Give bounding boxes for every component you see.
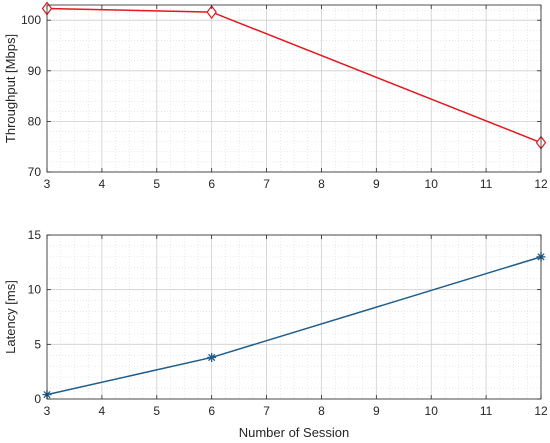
x-tick-label: 3 (44, 177, 51, 191)
x-tick-label: 5 (153, 404, 160, 418)
throughput-data-point (206, 5, 217, 20)
y-tick-label: 5 (34, 337, 41, 351)
y-tick-label: 70 (28, 165, 42, 179)
y-tick-label: 15 (28, 228, 42, 242)
x-tick-label: 11 (480, 404, 493, 418)
x-tick-label: 12 (534, 404, 548, 418)
y-tick-label: 90 (28, 64, 42, 78)
latency-xlabel: Number of Session (239, 425, 350, 440)
y-tick-label: 100 (21, 13, 41, 27)
latency-axes-frame (46, 234, 542, 400)
y-tick-label: 80 (28, 114, 42, 128)
x-tick-label: 8 (318, 404, 325, 418)
throughput-axes-frame (46, 4, 542, 173)
x-tick-label: 4 (99, 177, 106, 191)
x-tick-label: 4 (99, 404, 106, 418)
x-tick-label: 9 (373, 177, 380, 191)
x-tick-label: 7 (263, 177, 270, 191)
throughput-ylabel: Throughput [Mbps] (3, 34, 18, 143)
x-tick-label: 6 (208, 177, 215, 191)
latency-ticks: 3 4 5 6 7 8 9 10 11 12 0 5 10 15 (28, 228, 548, 418)
throughput-subplot: 3 4 5 6 7 8 9 10 11 12 70 80 90 100 Throughput [Mbps] (3, 1, 548, 191)
x-tick-label: 10 (425, 404, 439, 418)
x-tick-label: 11 (480, 177, 493, 191)
x-tick-label: 7 (263, 404, 270, 418)
y-tick-label: 0 (34, 392, 41, 406)
throughput-grid (46, 5, 542, 173)
latency-data-point (207, 352, 217, 362)
x-tick-label: 6 (208, 404, 215, 418)
latency-subplot: 3 4 5 6 7 8 9 10 11 12 0 5 10 15 Latency [ms] Number … (3, 228, 548, 440)
x-tick-label: 8 (318, 177, 325, 191)
x-tick-label: 10 (425, 177, 439, 191)
x-tick-label: 9 (373, 404, 380, 418)
x-tick-label: 12 (534, 177, 548, 191)
throughput-ticks: 3 4 5 6 7 8 9 10 11 12 70 80 90 100 (21, 5, 548, 191)
latency-ylabel: Latency [ms] (3, 280, 18, 354)
x-tick-label: 3 (44, 404, 51, 418)
x-tick-label: 5 (153, 177, 160, 191)
y-tick-label: 10 (28, 283, 42, 297)
